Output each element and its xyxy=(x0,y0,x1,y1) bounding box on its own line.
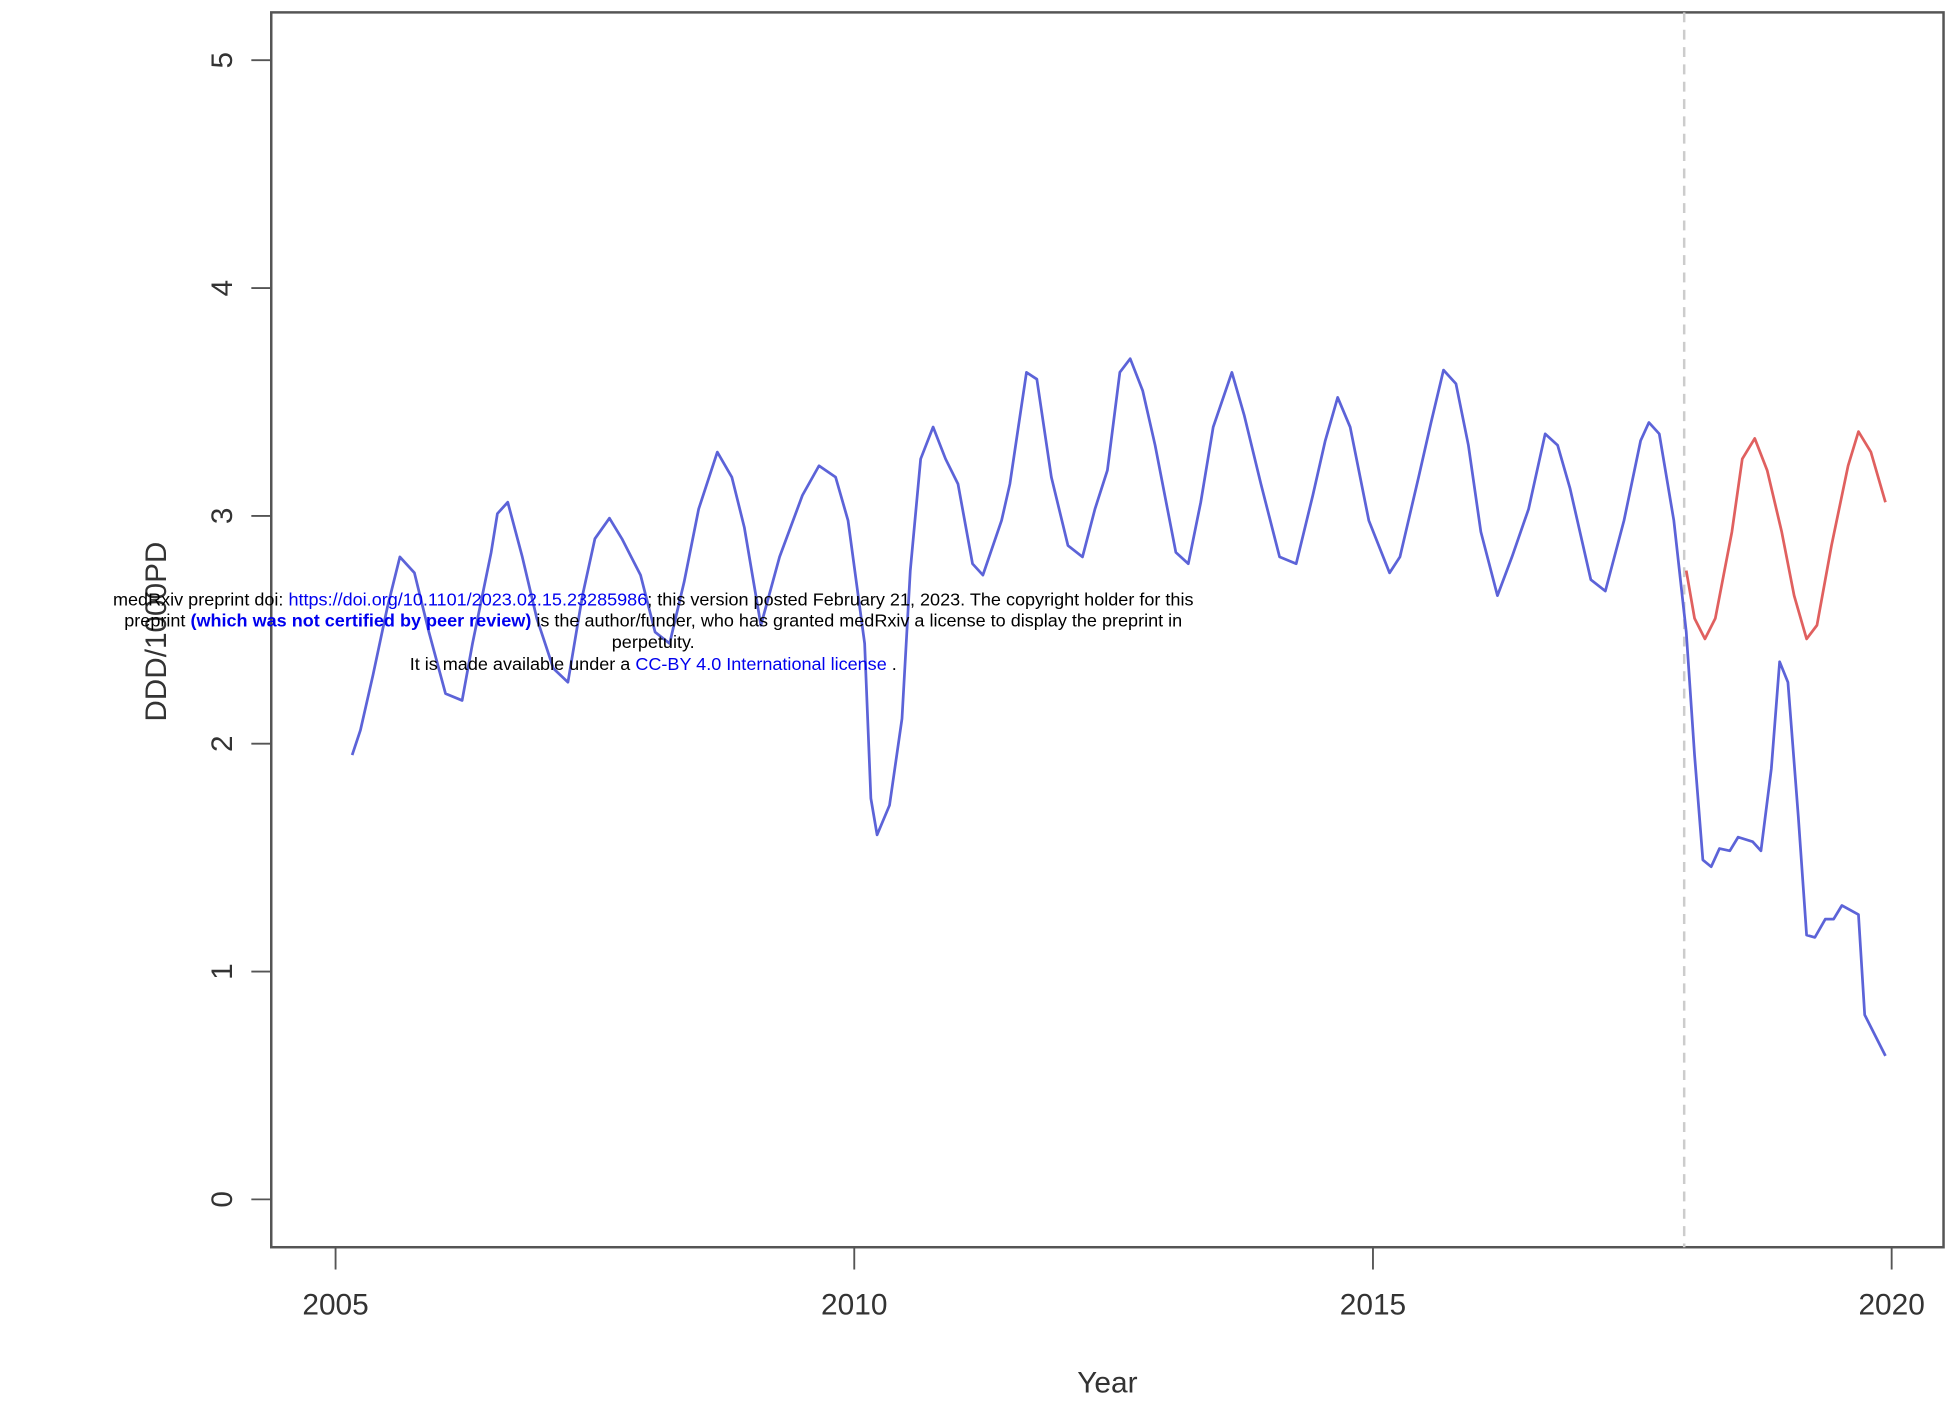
y-tick-label: 5 xyxy=(206,52,239,69)
watermark-link: https://doi.org/10.1101/2023.02.15.23285… xyxy=(288,589,647,609)
watermark-line: perpetuity. xyxy=(612,632,695,652)
watermark-line: It is made available under a CC-BY 4.0 I… xyxy=(410,654,897,674)
watermark-link: (which was not certified by peer review) xyxy=(190,611,531,631)
watermark-text: medRxiv preprint doi: xyxy=(113,589,288,609)
x-tick-label: 2020 xyxy=(1858,1289,1924,1322)
data-line xyxy=(350,357,1887,1057)
watermark-link: CC-BY 4.0 International license xyxy=(635,654,886,674)
plot-frame xyxy=(270,11,1945,1249)
watermark-text: preprint xyxy=(124,611,190,631)
y-tick-label: 2 xyxy=(206,735,239,752)
watermark-line: preprint (which was not certified by pee… xyxy=(124,611,1182,631)
y-tick-label: 1 xyxy=(206,963,239,980)
x-axis-title: Year xyxy=(1077,1367,1137,1400)
watermark-text: is the author/funder, who has granted me… xyxy=(531,611,1182,631)
watermark-line: medRxiv preprint doi: https://doi.org/10… xyxy=(113,589,1194,609)
watermark-text: perpetuity. xyxy=(612,632,695,652)
y-tick-label: 4 xyxy=(206,280,239,297)
data-line xyxy=(1684,430,1887,641)
watermark-text: It is made available under a xyxy=(410,654,636,674)
y-axis-title: DDD/1000PD xyxy=(140,542,173,722)
y-tick-label: 3 xyxy=(206,508,239,525)
watermark-text: ; this version posted February 21, 2023.… xyxy=(647,589,1193,609)
x-tick-label: 2015 xyxy=(1340,1289,1406,1322)
watermark-text: . xyxy=(887,654,897,674)
x-tick-label: 2005 xyxy=(302,1289,368,1322)
x-tick-label: 2010 xyxy=(821,1289,887,1322)
y-tick-label: 0 xyxy=(206,1191,239,1208)
